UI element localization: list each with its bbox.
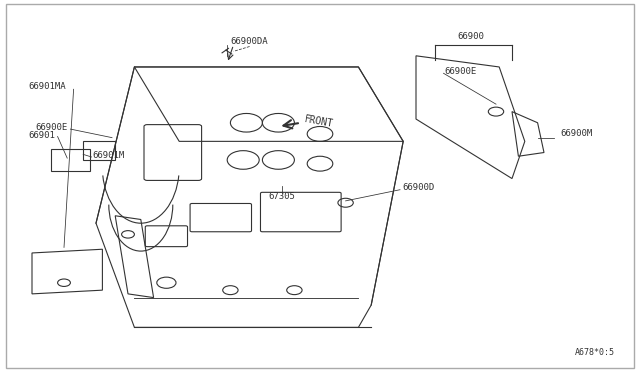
Text: 67305: 67305 xyxy=(268,192,295,201)
Text: FRONT: FRONT xyxy=(304,115,335,129)
Text: 66901M: 66901M xyxy=(93,151,125,160)
Text: A678*0:5: A678*0:5 xyxy=(575,348,614,357)
Text: 66900DA: 66900DA xyxy=(231,37,268,46)
Text: 66900E: 66900E xyxy=(35,123,67,132)
Text: 66900E: 66900E xyxy=(445,67,477,76)
Text: 66901: 66901 xyxy=(29,131,56,140)
Text: 66900: 66900 xyxy=(457,32,484,41)
Text: 66900M: 66900M xyxy=(560,129,592,138)
Text: 66901MA: 66901MA xyxy=(29,82,67,91)
Text: 66900D: 66900D xyxy=(402,183,434,192)
